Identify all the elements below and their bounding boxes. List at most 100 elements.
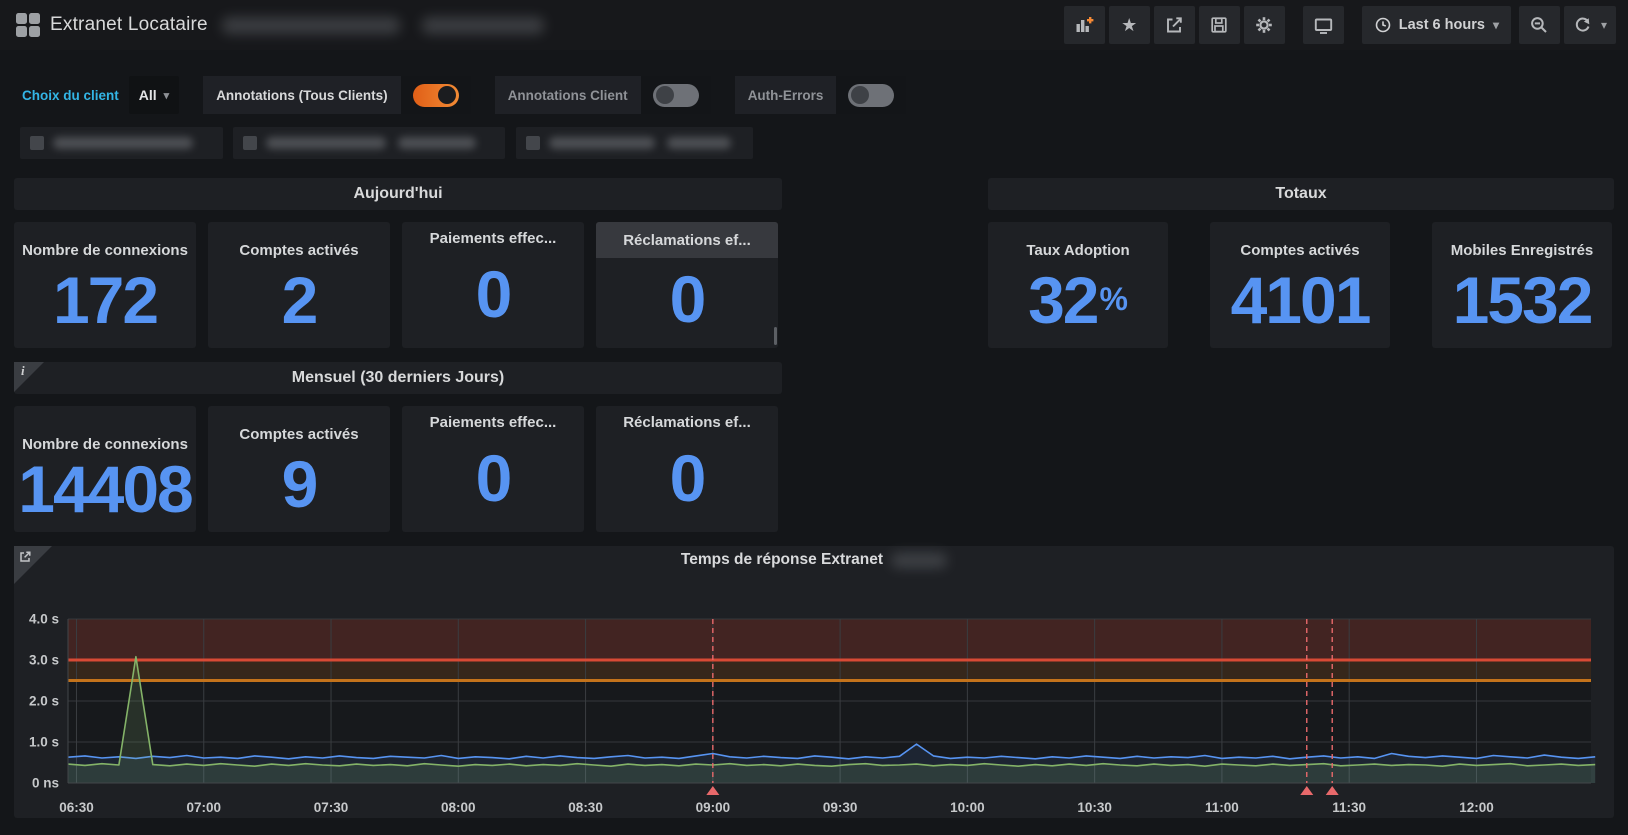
annotations-tous-clients-switch[interactable]: [401, 76, 471, 114]
stat-value: 9: [282, 451, 317, 517]
dashboard-link-icon: [30, 136, 44, 150]
panel-info-corner[interactable]: [14, 362, 44, 392]
stat-title[interactable]: Comptes activés: [208, 406, 390, 443]
navbar-actions: ★: [1060, 6, 1616, 44]
dashboard-link-icon: [243, 136, 257, 150]
svg-text:3.0 s: 3.0 s: [29, 653, 59, 668]
redacted-title-segment: [891, 553, 947, 568]
stat-value: 2: [282, 267, 317, 333]
clock-icon: [1374, 16, 1399, 34]
annotations-client-switch[interactable]: [641, 76, 711, 114]
toggle-auth-errors: Auth-Errors: [735, 76, 907, 114]
panel-scrollbar[interactable]: [774, 327, 777, 345]
stat-panel-comptes-actives-monthly: Comptes activés 9: [208, 406, 390, 532]
stat-panel-reclamations-monthly: Réclamations ef... 0: [596, 406, 778, 532]
stat-value: 0: [670, 266, 705, 332]
stat-panel-hover-header[interactable]: Réclamations ef...: [596, 222, 778, 258]
auth-errors-switch[interactable]: [836, 76, 906, 114]
redacted-dashboard-link[interactable]: [20, 127, 223, 159]
refresh-button[interactable]: ▾: [1564, 6, 1616, 44]
star-button[interactable]: ★: [1109, 6, 1150, 44]
svg-text:11:00: 11:00: [1205, 800, 1239, 815]
svg-text:2.0 s: 2.0 s: [29, 694, 59, 709]
svg-text:11:30: 11:30: [1332, 800, 1366, 815]
stat-title[interactable]: Nombre de connexions: [14, 406, 196, 453]
redacted-text: [398, 137, 476, 149]
toggle-annotations-tous-clients: Annotations (Tous Clients): [203, 76, 471, 114]
share-button[interactable]: [1154, 6, 1195, 44]
stat-title[interactable]: Comptes activés: [1210, 222, 1390, 259]
stat-title[interactable]: Paiements effec...: [402, 222, 584, 247]
cycle-view-button[interactable]: [1303, 6, 1344, 44]
svg-text:12:00: 12:00: [1459, 800, 1494, 815]
stat-panel-connexions-monthly: Nombre de connexions 14408: [14, 406, 196, 532]
stat-value: 0: [476, 261, 511, 327]
svg-text:08:30: 08:30: [568, 800, 603, 815]
toggle-label: Annotations (Tous Clients): [203, 76, 401, 114]
submenu: Choix du client All ▾ Annotations (Tous …: [20, 76, 906, 114]
dashboard-grid-icon[interactable]: [16, 13, 40, 37]
section-title: Mensuel (30 derniers Jours): [292, 369, 505, 387]
stat-title[interactable]: Nombre de connexions: [14, 222, 196, 259]
stat-panel-comptes-actives-total: Comptes activés 4101: [1210, 222, 1390, 348]
stat-value: 172: [53, 267, 157, 333]
zoom-out-button[interactable]: [1519, 6, 1560, 44]
stat-title[interactable]: Réclamations ef...: [596, 406, 778, 431]
svg-text:4.0 s: 4.0 s: [29, 612, 59, 627]
redacted-text: [53, 137, 193, 149]
stat-title[interactable]: Réclamations ef...: [623, 232, 751, 249]
toggle-label: Annotations Client: [495, 76, 641, 114]
stat-title[interactable]: Taux Adoption: [988, 222, 1168, 259]
floppy-disk-icon: [1209, 15, 1229, 35]
response-time-panel: Temps de réponse Extranet 0 ns1.0 s2.0 s…: [14, 546, 1614, 818]
dashboard: Extranet Locataire ★: [0, 0, 1628, 835]
client-variable-dropdown[interactable]: All ▾: [129, 76, 179, 114]
svg-text:10:30: 10:30: [1077, 800, 1112, 815]
svg-text:06:30: 06:30: [59, 800, 94, 815]
stat-title[interactable]: Comptes activés: [208, 222, 390, 259]
stat-panel-paiements-today: Paiements effec... 0: [402, 222, 584, 348]
time-range-label: Last 6 hours: [1399, 17, 1485, 33]
redacted-text: [549, 137, 655, 149]
redacted-text: [667, 137, 731, 149]
toggle-label: Auth-Errors: [735, 76, 837, 114]
redacted-breadcrumb-segment[interactable]: [422, 17, 544, 34]
response-time-chart[interactable]: 0 ns1.0 s2.0 s3.0 s4.0 s06:3007:0007:300…: [14, 546, 1614, 818]
stat-panel-connexions-today: Nombre de connexions 172: [14, 222, 196, 348]
magnifier-minus-icon: [1529, 15, 1549, 35]
stat-value: 0: [670, 445, 705, 511]
monitor-icon: [1313, 15, 1334, 36]
gear-icon: [1254, 15, 1274, 35]
navbar: Extranet Locataire ★: [0, 0, 1628, 50]
time-range-picker[interactable]: Last 6 hours ▾: [1362, 6, 1511, 44]
stat-title[interactable]: Mobiles Enregistrés: [1432, 222, 1612, 259]
refresh-interval-caret-icon[interactable]: ▾: [1601, 18, 1607, 32]
stat-panel-reclamations-today: Réclamations ef... 0: [596, 222, 778, 348]
stat-panel-mobiles-enregistres: Mobiles Enregistrés 1532: [1432, 222, 1612, 348]
redacted-breadcrumb-segment[interactable]: [222, 17, 400, 34]
star-icon: ★: [1121, 16, 1137, 34]
save-button[interactable]: [1199, 6, 1240, 44]
stat-unit: %: [1099, 281, 1127, 318]
dashboard-link-icon: [526, 136, 540, 150]
stat-value: 1532: [1453, 267, 1592, 333]
add-panel-button[interactable]: [1064, 6, 1105, 44]
variable-label: Choix du client: [20, 76, 129, 114]
variable-value: All: [139, 87, 157, 103]
dashboard-title[interactable]: Extranet Locataire: [50, 14, 208, 36]
chevron-down-icon: ▾: [164, 89, 170, 102]
chevron-down-icon: ▾: [1493, 18, 1499, 32]
stat-value: 4101: [1231, 267, 1370, 333]
chart-title[interactable]: Temps de réponse Extranet: [14, 551, 1614, 569]
redacted-dashboard-link[interactable]: [516, 127, 753, 159]
svg-text:10:00: 10:00: [950, 800, 985, 815]
settings-button[interactable]: [1244, 6, 1285, 44]
redacted-dashboard-link[interactable]: [233, 127, 505, 159]
stat-value: 32: [1028, 267, 1097, 333]
svg-text:07:30: 07:30: [314, 800, 349, 815]
chart-title-text: Temps de réponse Extranet: [681, 551, 883, 569]
section-header-monthly: i Mensuel (30 derniers Jours): [14, 362, 782, 394]
stat-title[interactable]: Paiements effec...: [402, 406, 584, 431]
info-icon: i: [21, 363, 25, 379]
stat-panel-comptes-actives-today: Comptes activés 2: [208, 222, 390, 348]
